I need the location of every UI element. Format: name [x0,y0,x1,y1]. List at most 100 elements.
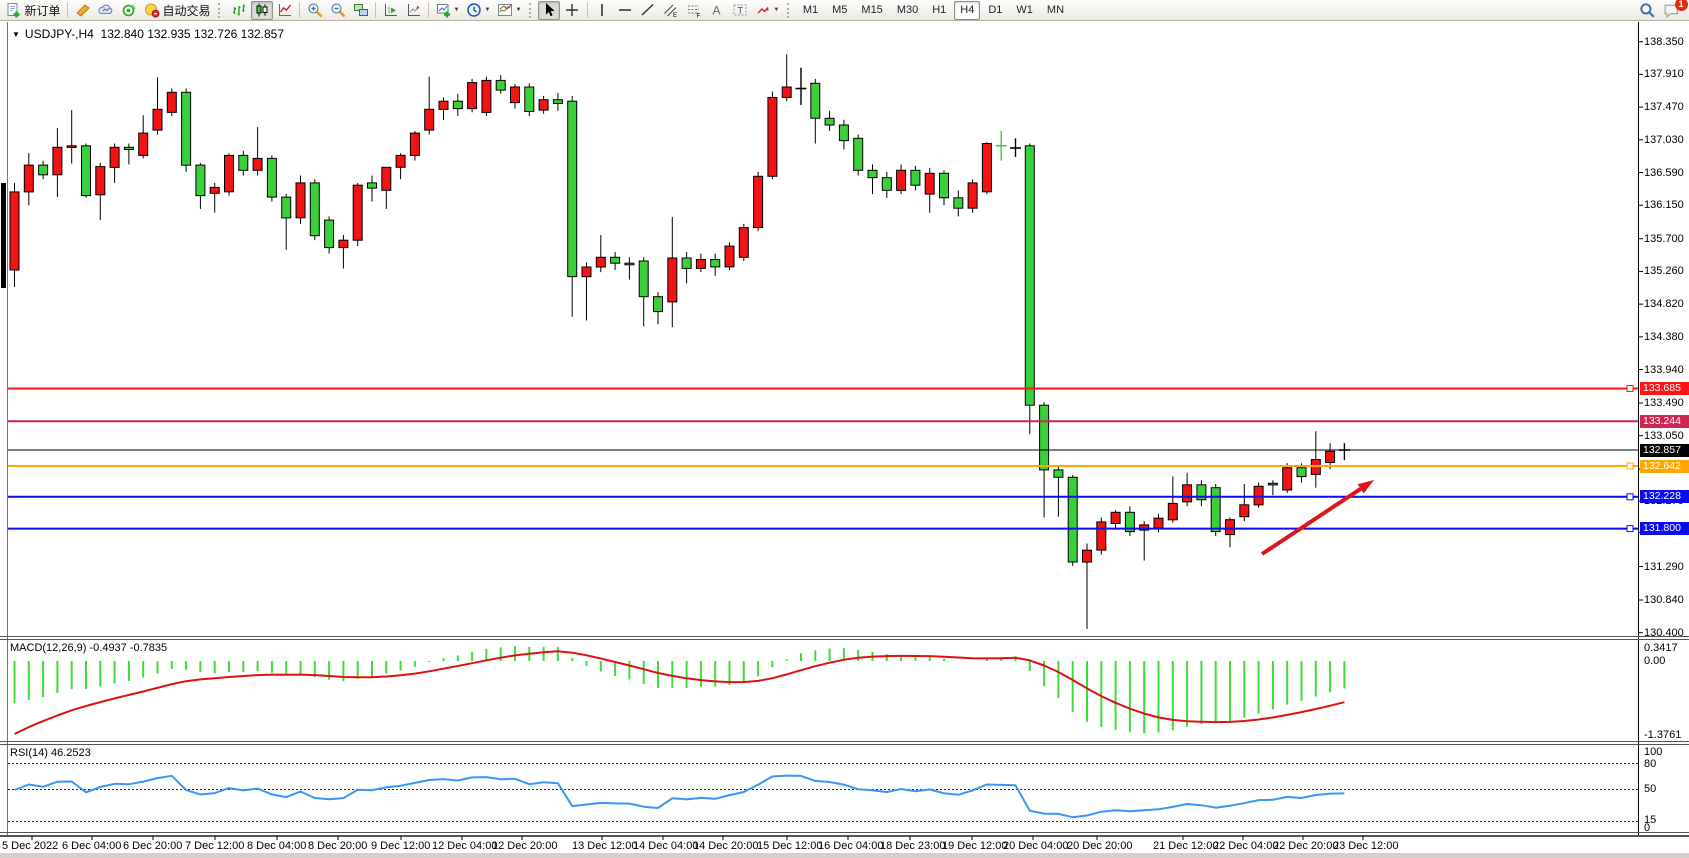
price-line-badge[interactable]: 131.800 [1640,522,1689,536]
timeframe-w1-button[interactable]: W1 [1016,4,1033,16]
toolbar-charts-profile-button[interactable] [95,1,117,20]
toolbar-vertical-line-button[interactable] [591,1,613,20]
toolbar-separator [299,2,301,18]
toolbar-candlestick-chart-button[interactable] [250,0,273,20]
time-axis-label: 21 Dec 12:00 [1153,840,1219,852]
macd-axis-label: -1.3761 [1644,729,1682,741]
toolbar-market-watch-button[interactable] [72,1,94,20]
price-axis-label: 137.030 [1644,133,1684,146]
toolbar-search-button[interactable] [1636,1,1659,20]
rsi-axis-label: 80 [1644,758,1657,770]
price-axis-label: 135.260 [1644,265,1684,278]
timeframe-h1-button[interactable]: H1 [932,4,947,16]
svg-text:E: E [673,13,677,18]
symbol-period-label: USDJPY-,H4 [24,27,94,41]
price-line-badge[interactable]: 132.642 [1640,459,1689,473]
toolbar-equidistant-channel-button[interactable]: E [660,1,682,20]
time-axis-label: 20 Dec 20:00 [1067,840,1133,852]
toolbar-button-label: 新订单 [24,3,61,18]
toolbar-separator [375,2,377,18]
toolbar-grip[interactable] [528,2,534,18]
ohlc-values: 132.840 132.935 132.726 132.857 [100,27,285,41]
chevron-down-icon[interactable]: ▼ [515,7,522,13]
timeframe-d1-button[interactable]: D1 [988,4,1003,16]
toolbar-text-tool-button[interactable]: A [706,1,728,20]
toolbar-trendline-button[interactable] [637,1,659,20]
toolbar-templates-button[interactable]: ▼ [494,1,524,20]
price-axis-label: 134.380 [1644,330,1684,343]
toolbar-navigator-button[interactable] [118,1,140,20]
trendline-icon [640,2,656,18]
autotrade-icon [144,2,160,18]
timeframe-m5-button[interactable]: M5 [832,4,848,16]
toolbar-grip[interactable] [786,2,792,18]
price-line-badge[interactable]: 132.857 [1640,443,1689,457]
toolbar-bar-chart-button[interactable] [228,1,250,20]
bars-icon [231,2,247,18]
chevron-down-icon[interactable]: ▼ [453,7,460,13]
text-icon: A [709,2,725,18]
time-axis-label: 16 Dec 04:00 [818,840,884,852]
chevron-down-icon[interactable]: ▼ [484,7,491,13]
time-axis-label: 18 Dec 23:00 [880,840,946,852]
chevron-down-icon[interactable]: ▼ [773,7,780,13]
price-axis-label: 137.910 [1644,68,1684,81]
toolbar-auto-trading-button[interactable]: 自动交易 [141,1,214,20]
price-axis-label: 136.590 [1644,166,1684,179]
chevron-down-icon[interactable]: ▼ [12,30,20,39]
timeframe-h4-button[interactable]: H4 [954,0,981,20]
time-axis-label: 9 Dec 12:00 [371,840,431,852]
price-line-badge[interactable]: 133.244 [1640,414,1689,428]
toolbar-auto-scroll-button[interactable] [403,1,425,20]
price-line-badge[interactable]: 132.228 [1640,490,1689,504]
timeframe-m30-button[interactable]: M30 [896,4,919,16]
price-line-badge[interactable]: 133.685 [1640,381,1689,395]
time-axis-label: 14 Dec 20:00 [693,840,759,852]
price-axis-label: 133.940 [1644,363,1684,376]
time-axis-label: 6 Dec 20:00 [123,840,183,852]
notification-count-badge: 1 [1674,0,1688,11]
rsi-indicator-label: RSI(14) 46.2523 [10,747,91,759]
window-bottom-edge [0,853,1689,858]
price-axis-label: 130.400 [1644,626,1684,639]
period-icon [466,2,482,18]
toolbar-horizontal-line-button[interactable] [614,1,636,20]
time-axis-strip[interactable] [0,836,1689,854]
timeframe-mn-button[interactable]: MN [1046,4,1065,16]
svg-text:F: F [697,14,701,19]
toolbar-notifications-button[interactable]: 1 [1660,0,1688,20]
macd-axis-label: 0.3417 [1644,642,1678,654]
price-axis-label: 137.470 [1644,101,1684,114]
rsi-axis-label: 15 [1644,814,1657,826]
timeframe-m15-button[interactable]: M15 [861,4,883,16]
toolbar-fibonacci-retracement-button[interactable]: F [683,1,705,20]
toolbar-arrows-tool-button[interactable]: ▼ [752,1,782,20]
toolbar-cursor-button[interactable] [538,0,561,20]
toolbar-periods-button[interactable]: ▼ [463,1,493,20]
toolbar-text-label-tool-button[interactable]: T [729,1,751,20]
time-axis-label: 12 Dec 04:00 [432,840,498,852]
toolbar-new-chart-button[interactable]: ▼ [433,1,463,20]
rsi-axis-label: 50 [1644,783,1657,795]
toolbar-zoom-out-button[interactable] [327,1,349,20]
time-axis-label: 19 Dec 12:00 [942,840,1008,852]
toolbar-line-chart-button[interactable] [274,1,296,20]
toolbar-chart-shift-button[interactable] [380,1,402,20]
time-axis-label: 12 Dec 20:00 [492,840,558,852]
time-axis-label: 22 Dec 04:00 [1213,840,1279,852]
time-axis-label: 8 Dec 04:00 [247,840,307,852]
timeframe-m1-button[interactable]: M1 [802,4,819,16]
toolbar-zoom-in-button[interactable] [304,1,326,20]
toolbar-new-order-button[interactable]: 新订单 [3,1,64,20]
autoscroll-icon [406,2,422,18]
toolbar-button-label: 自动交易 [162,3,211,18]
macd-axis-label: 0.00 [1644,655,1666,667]
profiles-icon [97,2,114,18]
toolbar-grip[interactable] [218,2,223,18]
toolbar-tile-windows-button[interactable] [350,1,372,20]
price-axis-label: 131.290 [1644,560,1684,573]
label-icon: T [732,2,748,18]
chart-title: ▼ USDJPY-,H4 132.840 132.935 132.726 132.… [12,27,284,41]
toolbar-crosshair-button[interactable] [561,1,583,20]
